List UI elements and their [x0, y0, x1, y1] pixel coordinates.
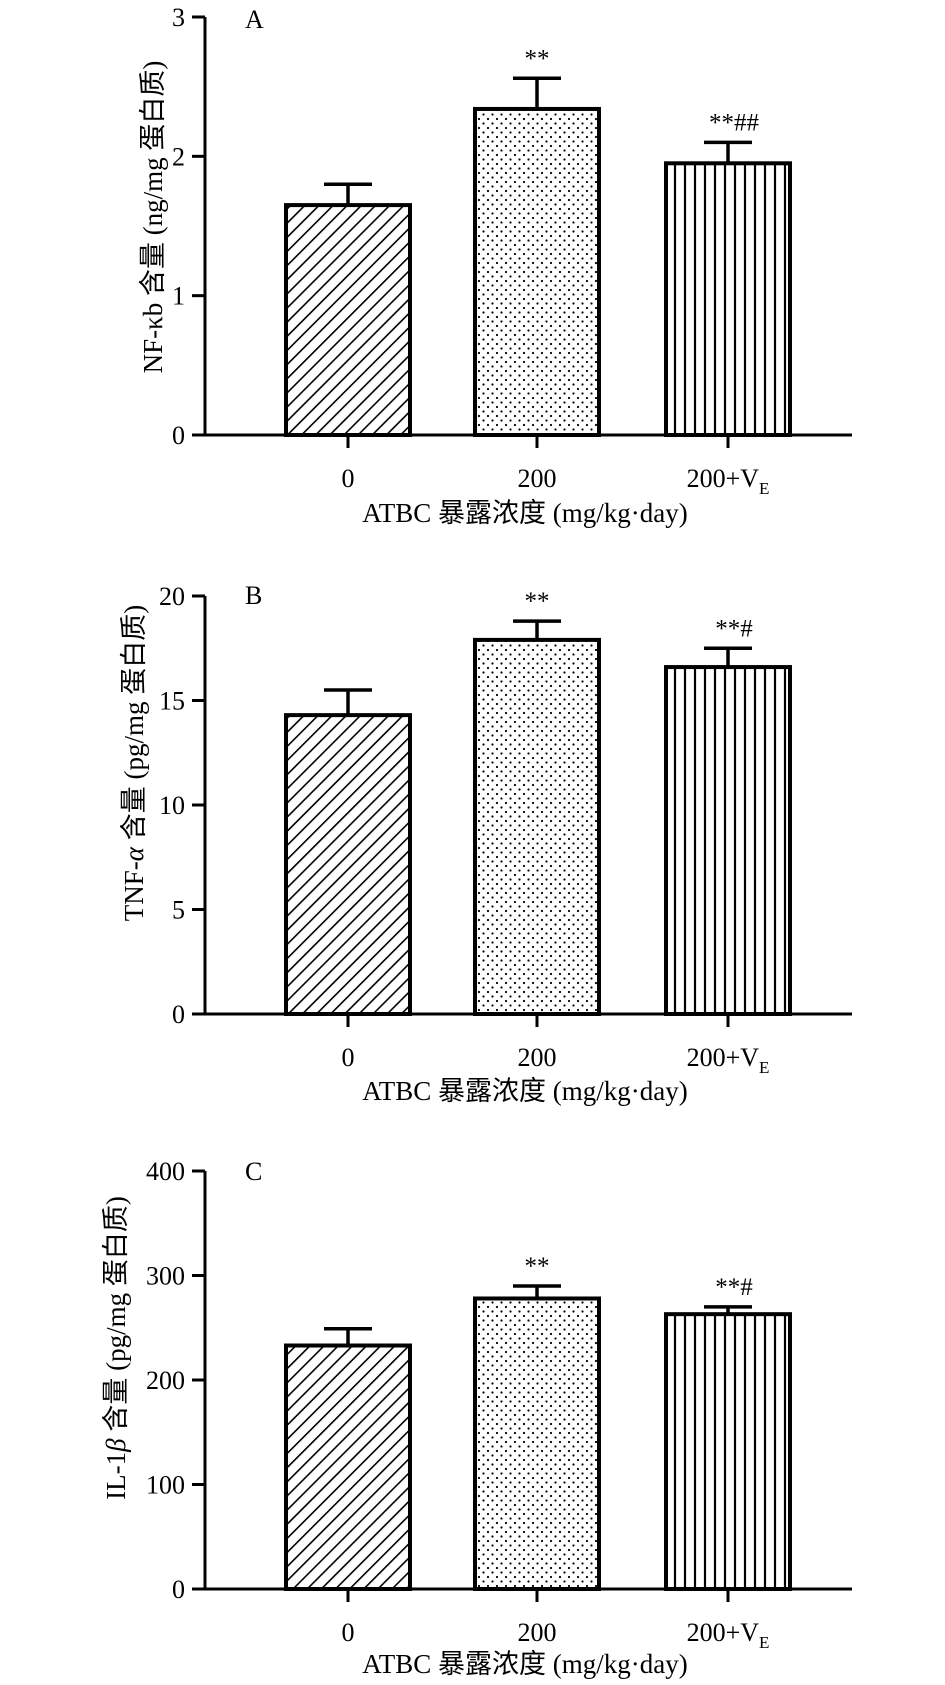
panel-a-bar-1	[473, 106, 601, 438]
panel-b-x-tick-label-subscript-2: E	[759, 1058, 769, 1077]
panel-c-y-tick-label-3: 300	[146, 1262, 185, 1291]
panel-b-y-tick-label-3: 15	[159, 687, 185, 716]
panel-a-y-tick-label-2: 2	[172, 142, 185, 171]
panel-b-y-axis-title-suffix: 含量 (pg/mg 蛋白质)	[119, 605, 149, 847]
panel-a-bar-2	[664, 161, 792, 438]
panel-b-bar-1	[473, 637, 601, 1016]
panel-c-y-tick-label-4: 400	[146, 1157, 185, 1186]
panel-a-x-axis-title: ATBC 暴露浓度 (mg/kg·day)	[362, 498, 687, 528]
panel-b-x-tick-label-1: 200	[518, 1043, 557, 1072]
panel-b-y-tick-label-1: 5	[172, 896, 185, 925]
panel-b-bar-0	[284, 713, 412, 1016]
panel-a-y-tick-label-1: 1	[172, 282, 185, 311]
panel-b-y-axis-title: TNF-α 含量 (pg/mg 蛋白质)	[119, 605, 149, 921]
panel-b-letter: B	[245, 581, 262, 610]
panel-a-letter: A	[245, 5, 264, 34]
panel-a-y-tick-label-0: 0	[172, 421, 185, 450]
panel-b-x-axis-title: ATBC 暴露浓度 (mg/kg·day)	[362, 1076, 687, 1106]
panel-a-x-tick-label-subscript-2: E	[759, 479, 769, 498]
panel-a-x-tick-label-2: 200+VE	[687, 464, 770, 498]
panel-a-bar-0	[284, 203, 412, 437]
panel-b: B TNF-α 含量 (pg/mg 蛋白质) ATBC 暴露浓度 (mg/kg·…	[119, 581, 852, 1106]
panel-a-y-axis-title: NF-κb 含量 (ng/mg 蛋白质)	[138, 61, 168, 374]
panel-c-x-tick-label-subscript-2: E	[759, 1633, 769, 1652]
panel-b-significance-2: **#	[715, 615, 753, 642]
panel-a: A NF-κb 含量 (ng/mg 蛋白质) ATBC 暴露浓度 (mg/kg·…	[138, 3, 852, 528]
panel-b-y-tick-label-2: 10	[159, 791, 185, 820]
panel-c: C IL-1β 含量 (pg/mg 蛋白质) ATBC 暴露浓度 (mg/kg·…	[101, 1157, 852, 1679]
panel-c-bar-2	[664, 1312, 792, 1592]
panel-a-x-tick-label-0: 0	[342, 464, 355, 493]
panel-b-y-tick-label-0: 0	[172, 1000, 185, 1029]
panel-c-x-tick-label-1: 200	[518, 1618, 557, 1647]
panel-c-significance-2: **#	[715, 1274, 753, 1301]
panel-c-y-tick-label-2: 200	[146, 1366, 185, 1395]
panel-c-y-tick-label-1: 100	[146, 1471, 185, 1500]
panel-b-x-tick-label-0: 0	[342, 1043, 355, 1072]
panel-c-x-tick-label-0: 0	[342, 1618, 355, 1647]
panel-c-y-axis-title-prefix: IL-1	[101, 1452, 131, 1500]
panel-a-y-tick-label-3: 3	[172, 3, 185, 32]
panel-c-y-axis-title-greek: β	[101, 1438, 131, 1453]
panel-a-x-tick-label-1: 200	[518, 464, 557, 493]
panel-c-bar-0	[284, 1343, 412, 1592]
panel-c-y-tick-label-0: 0	[172, 1575, 185, 1604]
panel-b-significance-1: **	[525, 588, 550, 615]
panel-b-y-tick-label-4: 20	[159, 582, 185, 611]
panel-c-bar-1	[473, 1296, 601, 1591]
panel-c-x-tick-label-2: 200+VE	[687, 1618, 770, 1652]
panel-b-x-tick-label-2: 200+VE	[687, 1043, 770, 1077]
panel-a-significance-2: **##	[709, 109, 760, 136]
panel-c-letter: C	[245, 1157, 262, 1186]
panel-b-bar-2	[664, 665, 792, 1016]
panel-b-y-axis-title-greek: α	[119, 846, 149, 861]
panel-b-y-axis-title-prefix: TNF-	[119, 861, 149, 921]
panel-c-x-axis-title: ATBC 暴露浓度 (mg/kg·day)	[362, 1649, 687, 1679]
panel-c-y-axis-title: IL-1β 含量 (pg/mg 蛋白质)	[101, 1196, 131, 1500]
panel-c-y-axis-title-suffix: 含量 (pg/mg 蛋白质)	[101, 1196, 131, 1438]
panel-c-significance-1: **	[525, 1253, 550, 1280]
panel-a-significance-1: **	[525, 45, 550, 72]
